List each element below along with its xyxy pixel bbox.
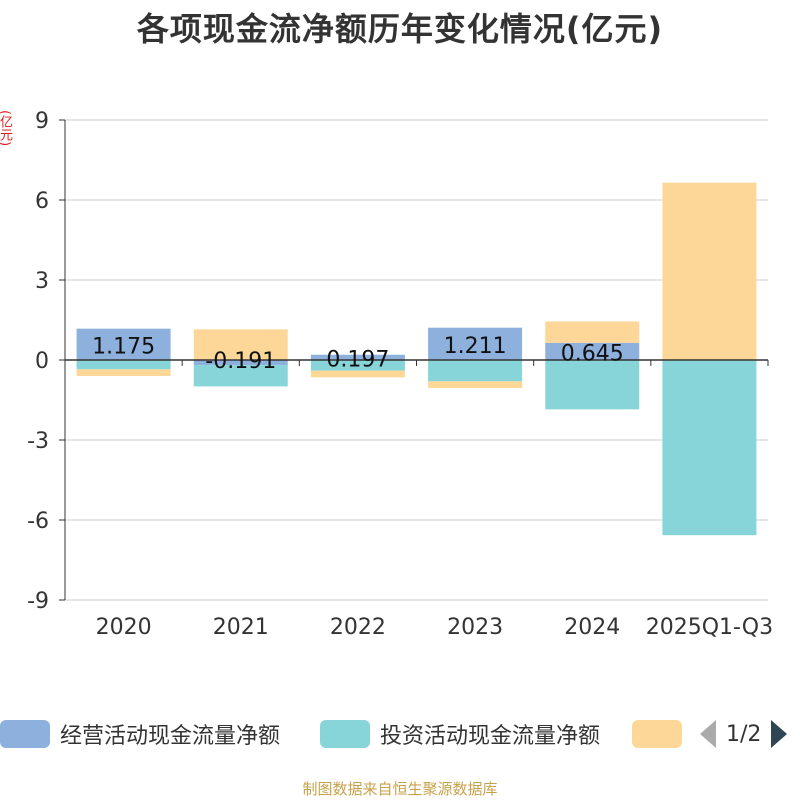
data-label: 1.175 (92, 334, 155, 359)
bar-operating (310, 354, 405, 360)
bar-investing (76, 360, 171, 370)
legend-item-operating[interactable]: 经营活动现金流量净额 (0, 718, 280, 750)
legend-label-operating: 经营活动现金流量净额 (60, 724, 281, 749)
y-tick-label: 9 (35, 109, 49, 134)
bar-operating (428, 327, 523, 360)
data-label: 0.645 (561, 341, 624, 366)
x-category-label: 2022 (330, 615, 386, 640)
chart-canvas: -9 -6 -3 0 3 6 9 1.175 -0.191 0.197 1.211 0.645 2020… (27, 109, 773, 640)
x-category-label: 2025Q1-Q3 (646, 615, 773, 640)
x-category-label: 2020 (96, 615, 152, 640)
bar-investing (545, 360, 640, 410)
bar-investing (310, 360, 405, 371)
legend-swatch-financing (632, 720, 682, 748)
bar-investing (193, 365, 288, 387)
y-axis-unit-label: (亿元) (0, 110, 12, 147)
legend-pager: 1/2 (700, 718, 788, 750)
bar-financing (545, 321, 640, 343)
bar-operating (76, 328, 171, 360)
legend: 经营活动现金流量净额 投资活动现金流量净额 1/2 (0, 712, 800, 758)
bar-operating (545, 342, 640, 360)
legend-swatch-investing (320, 720, 370, 748)
legend-next-arrow-icon[interactable] (771, 720, 788, 748)
legend-item-financing[interactable] (632, 718, 682, 750)
bar-investing (428, 360, 523, 382)
x-category-label: 2024 (564, 615, 620, 640)
bar-financing (193, 329, 288, 360)
y-tick-label: -6 (27, 509, 49, 534)
y-tick-label: 3 (35, 269, 49, 294)
x-category-label: 2023 (447, 615, 503, 640)
data-label: -0.191 (205, 349, 276, 374)
chart-title: 各项现金流净额历年变化情况(亿元) (136, 10, 664, 48)
bar-financing (76, 369, 171, 376)
source-footer: 制图数据来自恒生聚源数据库 (302, 780, 498, 798)
x-category-label: 2021 (213, 615, 269, 640)
bar-financing (428, 381, 523, 388)
bar-investing (662, 360, 757, 536)
y-tick-label: 0 (35, 349, 49, 374)
data-label: 0.197 (326, 347, 389, 372)
bar-financing (310, 370, 405, 378)
legend-label-investing: 投资活动现金流量净额 (380, 724, 601, 749)
legend-swatch-operating (0, 720, 50, 748)
data-label: 1.211 (444, 334, 507, 359)
bar-operating (193, 360, 288, 366)
legend-page-indicator: 1/2 (726, 721, 762, 747)
bar-financing (662, 182, 757, 360)
legend-item-investing[interactable]: 投资活动现金流量净额 (320, 718, 600, 750)
y-tick-label: -9 (27, 589, 49, 614)
y-tick-label: -3 (27, 429, 49, 454)
legend-prev-arrow-icon[interactable] (700, 720, 716, 748)
y-tick-label: 6 (35, 189, 49, 214)
